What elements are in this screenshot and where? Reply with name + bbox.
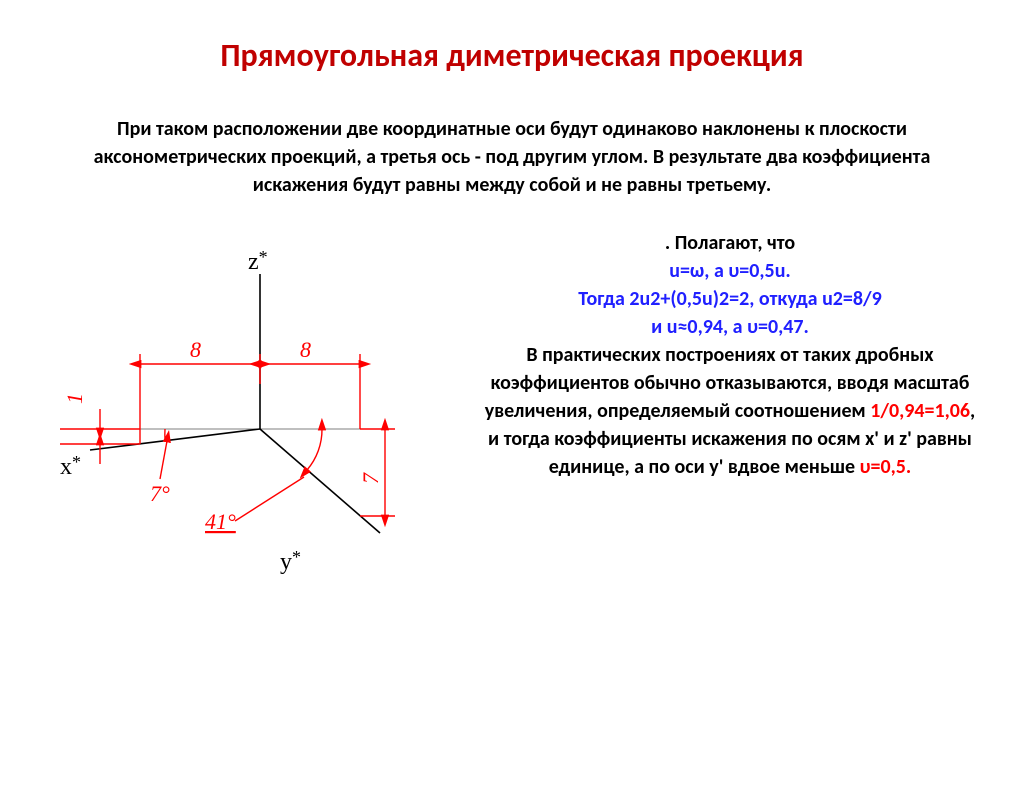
- diagram: z* x* y* 8 8: [0, 229, 480, 629]
- dim-7: 7: [358, 472, 383, 484]
- right-paragraph: . Полагают, что u=ω, а υ=0,5u. Тогда 2u2…: [480, 229, 1004, 629]
- dim-8-left: 8: [190, 337, 201, 362]
- intro-paragraph: При таком расположении две координатные …: [50, 115, 974, 199]
- z-axis-label: z*: [248, 247, 268, 275]
- y-axis-label: y*: [280, 547, 301, 575]
- dim-8-right: 8: [300, 337, 311, 362]
- dim-1: 1: [62, 393, 87, 404]
- angle-7: 7°: [150, 481, 170, 506]
- x-axis-label: x*: [60, 452, 81, 480]
- page-title: Прямоугольная диметрическая проекция: [0, 36, 1024, 75]
- angle-41: 41°: [205, 509, 236, 534]
